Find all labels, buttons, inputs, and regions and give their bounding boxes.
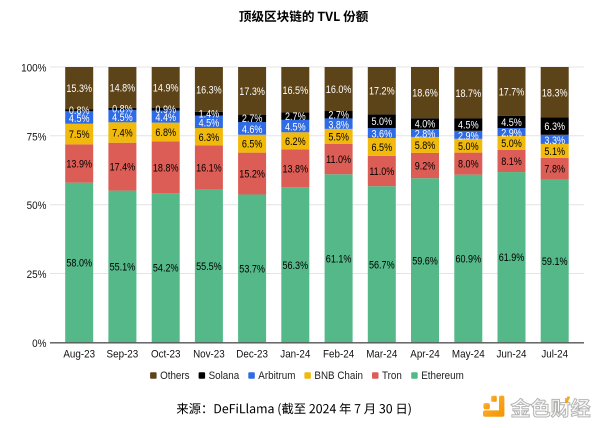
svg-text:2.8%: 2.8%: [415, 129, 436, 141]
svg-text:7.4%: 7.4%: [112, 128, 133, 140]
svg-text:56.7%: 56.7%: [369, 259, 395, 271]
svg-text:14.9%: 14.9%: [153, 83, 179, 95]
svg-text:7.8%: 7.8%: [544, 164, 565, 176]
svg-text:6.8%: 6.8%: [155, 127, 176, 139]
svg-text:3.6%: 3.6%: [372, 129, 393, 141]
svg-text:Tron: Tron: [382, 369, 402, 382]
svg-text:17.2%: 17.2%: [369, 86, 395, 98]
svg-text:16.3%: 16.3%: [196, 85, 222, 97]
svg-text:5.0%: 5.0%: [372, 116, 393, 128]
svg-text:18.6%: 18.6%: [412, 88, 438, 100]
svg-text:Ethereum: Ethereum: [421, 369, 464, 382]
svg-text:BNB Chain: BNB Chain: [314, 369, 363, 382]
svg-text:60.9%: 60.9%: [455, 254, 481, 266]
svg-text:5.0%: 5.0%: [458, 141, 479, 153]
svg-text:18.3%: 18.3%: [542, 87, 568, 99]
svg-text:18.7%: 18.7%: [455, 88, 481, 100]
svg-text:59.6%: 59.6%: [412, 255, 438, 267]
svg-text:59.1%: 59.1%: [542, 256, 568, 268]
svg-text:55.5%: 55.5%: [196, 261, 222, 273]
svg-text:9.2%: 9.2%: [415, 161, 436, 173]
svg-text:25%: 25%: [27, 268, 47, 281]
svg-text:Others: Others: [160, 369, 189, 382]
svg-text:61.9%: 61.9%: [499, 252, 525, 264]
svg-text:17.7%: 17.7%: [499, 87, 525, 99]
svg-text:8.1%: 8.1%: [501, 156, 522, 168]
svg-text:Feb-24: Feb-24: [323, 348, 354, 361]
svg-text:55.1%: 55.1%: [110, 262, 136, 274]
svg-text:Jan-24: Jan-24: [280, 348, 310, 361]
svg-text:3.3%: 3.3%: [544, 135, 565, 147]
svg-text:4.6%: 4.6%: [242, 124, 263, 136]
svg-text:17.3%: 17.3%: [239, 86, 265, 98]
svg-text:4.4%: 4.4%: [155, 112, 176, 124]
svg-text:6.3%: 6.3%: [544, 121, 565, 133]
svg-text:5.8%: 5.8%: [415, 140, 436, 152]
svg-text:Mar-24: Mar-24: [366, 348, 397, 361]
svg-text:3.8%: 3.8%: [328, 119, 349, 131]
svg-text:61.1%: 61.1%: [326, 253, 352, 265]
svg-text:Solana: Solana: [209, 369, 240, 382]
svg-text:15.3%: 15.3%: [66, 83, 92, 95]
svg-text:0.8%: 0.8%: [112, 104, 133, 116]
svg-text:2.9%: 2.9%: [458, 131, 479, 143]
svg-text:5.0%: 5.0%: [501, 138, 522, 150]
svg-text:58.0%: 58.0%: [66, 258, 92, 270]
svg-text:1.4%: 1.4%: [199, 109, 220, 121]
svg-text:4.5%: 4.5%: [458, 120, 479, 132]
svg-text:6.5%: 6.5%: [242, 139, 263, 151]
svg-text:50%: 50%: [27, 200, 47, 213]
svg-text:4.5%: 4.5%: [199, 118, 220, 130]
svg-text:16.0%: 16.0%: [326, 84, 352, 96]
svg-text:7.5%: 7.5%: [69, 129, 90, 141]
svg-text:4.5%: 4.5%: [501, 117, 522, 129]
svg-text:16.1%: 16.1%: [196, 163, 222, 175]
svg-text:4.5%: 4.5%: [112, 112, 133, 124]
svg-text:14.8%: 14.8%: [110, 83, 136, 95]
svg-text:15.2%: 15.2%: [239, 169, 265, 181]
svg-text:13.9%: 13.9%: [66, 159, 92, 171]
svg-text:16.5%: 16.5%: [282, 85, 308, 97]
svg-text:4.5%: 4.5%: [69, 113, 90, 125]
svg-text:6.5%: 6.5%: [372, 142, 393, 154]
svg-text:2.7%: 2.7%: [285, 111, 306, 123]
svg-text:5.1%: 5.1%: [544, 146, 565, 158]
svg-text:Oct-23: Oct-23: [151, 348, 181, 361]
svg-text:Dec-23: Dec-23: [236, 348, 268, 361]
svg-text:2.7%: 2.7%: [242, 113, 263, 125]
svg-text:4.5%: 4.5%: [285, 122, 306, 134]
svg-text:Jun-24: Jun-24: [496, 348, 526, 361]
svg-text:2.9%: 2.9%: [501, 128, 522, 140]
svg-text:6.3%: 6.3%: [199, 132, 220, 144]
svg-text:Arbitrum: Arbitrum: [258, 369, 295, 382]
svg-text:17.4%: 17.4%: [110, 162, 136, 174]
svg-text:Nov-23: Nov-23: [193, 348, 225, 361]
svg-text:11.0%: 11.0%: [369, 166, 394, 178]
svg-text:8.0%: 8.0%: [458, 159, 479, 171]
svg-text:2.7%: 2.7%: [328, 110, 349, 122]
svg-text:Sep-23: Sep-23: [107, 348, 139, 361]
svg-text:53.7%: 53.7%: [239, 264, 265, 276]
svg-text:18.8%: 18.8%: [153, 162, 179, 174]
svg-text:4.0%: 4.0%: [415, 119, 436, 131]
svg-text:100%: 100%: [21, 62, 47, 75]
svg-text:11.0%: 11.0%: [326, 154, 351, 166]
svg-text:May-24: May-24: [452, 348, 485, 361]
svg-text:6.2%: 6.2%: [285, 136, 306, 148]
svg-text:5.5%: 5.5%: [328, 132, 349, 144]
svg-text:56.3%: 56.3%: [282, 260, 308, 272]
svg-text:0.8%: 0.8%: [69, 105, 90, 117]
svg-text:Jul-24: Jul-24: [541, 348, 568, 361]
svg-text:54.2%: 54.2%: [153, 263, 179, 275]
svg-text:0%: 0%: [32, 337, 47, 350]
svg-text:0.9%: 0.9%: [155, 104, 176, 116]
svg-text:Apr-24: Apr-24: [410, 348, 440, 361]
svg-text:Aug-23: Aug-23: [63, 348, 95, 361]
svg-text:75%: 75%: [27, 131, 47, 144]
svg-text:13.8%: 13.8%: [282, 164, 308, 176]
